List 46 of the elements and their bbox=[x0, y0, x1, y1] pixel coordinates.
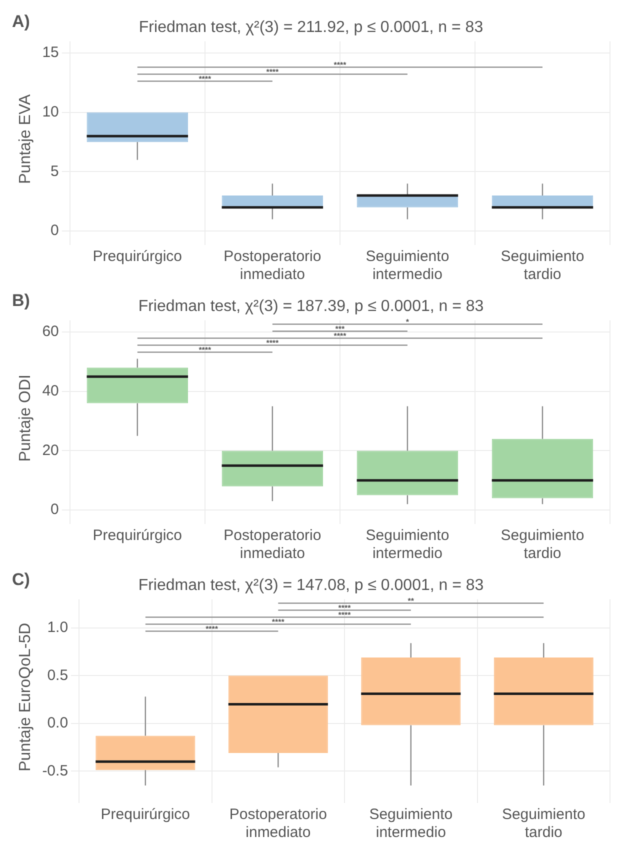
annotation: **** bbox=[206, 624, 219, 634]
annotation: **** bbox=[198, 345, 212, 354]
annotation: **** bbox=[338, 610, 352, 620]
text: C) bbox=[12, 570, 30, 590]
annotation: **** bbox=[272, 617, 286, 626]
y-tick-label: 15 bbox=[42, 44, 59, 62]
y-tick-label: 10 bbox=[42, 104, 59, 121]
y-tick-label: 0 bbox=[50, 222, 59, 240]
text: B) bbox=[12, 291, 30, 310]
y-tick-label: 60 bbox=[42, 323, 59, 340]
y-axis-title: Puntaje ODI bbox=[17, 374, 34, 462]
y-tick-label: 40 bbox=[42, 382, 59, 400]
x-tick-label: Postoperatorio inmediato bbox=[229, 806, 327, 842]
x-tick-label: Postoperatorio inmediato bbox=[224, 248, 322, 284]
y-tick-label: 5 bbox=[50, 162, 59, 180]
annotation: **** bbox=[334, 60, 348, 70]
chart-title: Friedman test, χ²(3) = 147.08, p ≤ 0.0001, n = 83 bbox=[138, 577, 484, 594]
y-tick-label: 0.0 bbox=[47, 714, 68, 732]
x-tick-label: Prequirúrgico bbox=[92, 527, 182, 544]
annotation: ** bbox=[408, 596, 415, 606]
x-tick-label: Seguimiento tardio bbox=[500, 527, 584, 562]
annotation: * bbox=[406, 317, 410, 326]
y-tick-label: 1.0 bbox=[47, 618, 68, 636]
x-tick-label: Prequirúrgico bbox=[92, 248, 182, 266]
y-tick-label: -0.5 bbox=[42, 762, 68, 780]
x-tick-label: Postoperatorio inmediato bbox=[224, 527, 322, 562]
x-tick-label: Seguimiento intermedio bbox=[369, 806, 453, 842]
x-tick-label: Seguimiento intermedio bbox=[366, 248, 450, 284]
annotation: **** bbox=[334, 331, 348, 340]
y-tick-label: 0.5 bbox=[47, 666, 68, 684]
x-tick-label: Seguimiento tardio bbox=[500, 248, 584, 284]
x-tick-label: Prequirúrgico bbox=[100, 806, 190, 824]
annotation: **** bbox=[266, 67, 280, 76]
chart-title: Friedman test, χ²(3) = 211.92, p ≤ 0.0001, n = 83 bbox=[138, 19, 484, 36]
annotation: **** bbox=[198, 74, 212, 84]
x-tick-label: Seguimiento intermedio bbox=[366, 527, 450, 562]
y-axis-title: Puntaje EuroQoL-5D bbox=[17, 622, 34, 772]
x-tick-label: Seguimiento tardio bbox=[502, 806, 586, 842]
annotation: *** bbox=[335, 324, 346, 334]
y-axis-title: Puntaje EVA bbox=[17, 94, 34, 184]
text: A) bbox=[12, 12, 30, 32]
annotation: **** bbox=[338, 603, 352, 612]
y-tick-label: 20 bbox=[42, 442, 59, 459]
annotation: **** bbox=[266, 338, 280, 348]
chart-title: Friedman test, χ²(3) = 187.39, p ≤ 0.0001, n = 83 bbox=[138, 298, 484, 316]
y-tick-label: 0 bbox=[50, 501, 59, 518]
